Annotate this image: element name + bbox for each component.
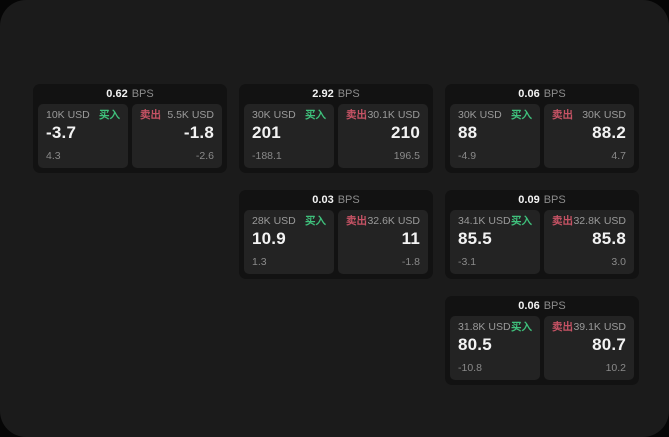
sell-price: 88.2 bbox=[592, 122, 626, 142]
quote-card-5: 0.09 BPS 34.1K USD 买入 85.5 -3.1 卖出 32.8K… bbox=[445, 190, 639, 279]
sell-side-label: 卖出 bbox=[346, 109, 367, 121]
buy-side-label: 买入 bbox=[511, 109, 532, 121]
buy-price: 80.5 bbox=[458, 334, 492, 354]
bps-value: 0.06 bbox=[518, 299, 540, 312]
sell-delta: 4.7 bbox=[611, 150, 626, 163]
sell-price: 80.7 bbox=[592, 334, 626, 354]
sell-quote-button[interactable]: 卖出 30K USD 88.2 4.7 bbox=[544, 104, 634, 168]
buy-side-label: 买入 bbox=[99, 109, 120, 121]
quote-card-6: 0.06 BPS 31.8K USD 买入 80.5 -10.8 卖出 39.1… bbox=[445, 296, 639, 385]
bps-unit-label: BPS bbox=[543, 87, 566, 100]
buy-delta: -10.8 bbox=[458, 362, 482, 375]
buy-side-label: 买入 bbox=[305, 109, 326, 121]
buy-amount: 10K USD bbox=[46, 109, 90, 121]
buy-quote-button[interactable]: 31.8K USD 买入 80.5 -10.8 bbox=[450, 316, 540, 380]
buy-quote-button[interactable]: 30K USD 买入 201 -188.1 bbox=[244, 104, 334, 168]
sell-amount: 32.8K USD bbox=[573, 215, 626, 227]
buy-price: 201 bbox=[252, 122, 281, 142]
sell-quote-button[interactable]: 卖出 5.5K USD -1.8 -2.6 bbox=[132, 104, 222, 168]
buy-side-label: 买入 bbox=[305, 215, 326, 227]
sell-quote-button[interactable]: 卖出 32.8K USD 85.8 3.0 bbox=[544, 210, 634, 274]
quote-card-2: 2.92 BPS 30K USD 买入 201 -188.1 卖出 30.1K … bbox=[239, 84, 433, 173]
bps-header: 0.03 BPS bbox=[244, 190, 428, 210]
bps-value: 2.92 bbox=[312, 87, 334, 100]
buy-delta: 1.3 bbox=[252, 256, 267, 269]
bps-header: 0.06 BPS bbox=[450, 296, 634, 316]
buy-amount: 30K USD bbox=[252, 109, 296, 121]
sell-quote-button[interactable]: 卖出 30.1K USD 210 196.5 bbox=[338, 104, 428, 168]
sell-side-label: 卖出 bbox=[552, 321, 573, 333]
sell-side-label: 卖出 bbox=[140, 109, 161, 121]
buy-amount: 30K USD bbox=[458, 109, 502, 121]
sell-quote-button[interactable]: 卖出 39.1K USD 80.7 10.2 bbox=[544, 316, 634, 380]
bps-header: 0.62 BPS bbox=[38, 84, 222, 104]
sell-delta: 10.2 bbox=[605, 362, 626, 375]
buy-delta: -188.1 bbox=[252, 150, 282, 163]
buy-quote-button[interactable]: 34.1K USD 买入 85.5 -3.1 bbox=[450, 210, 540, 274]
buy-amount: 28K USD bbox=[252, 215, 296, 227]
sell-side-label: 卖出 bbox=[552, 215, 573, 227]
bps-value: 0.09 bbox=[518, 193, 540, 206]
sell-delta: 196.5 bbox=[393, 150, 420, 163]
sell-amount: 32.6K USD bbox=[367, 215, 420, 227]
buy-quote-button[interactable]: 30K USD 买入 88 -4.9 bbox=[450, 104, 540, 168]
bps-unit-label: BPS bbox=[543, 299, 566, 312]
bps-unit-label: BPS bbox=[131, 87, 154, 100]
sell-side-label: 卖出 bbox=[552, 109, 573, 121]
sell-price: 85.8 bbox=[592, 228, 626, 248]
buy-price: 88 bbox=[458, 122, 478, 142]
buy-price: 10.9 bbox=[252, 228, 286, 248]
bps-unit-label: BPS bbox=[543, 193, 566, 206]
buy-amount: 31.8K USD bbox=[458, 321, 511, 333]
sell-amount: 39.1K USD bbox=[573, 321, 626, 333]
buy-quote-button[interactable]: 10K USD 买入 -3.7 4.3 bbox=[38, 104, 128, 168]
sell-side-label: 卖出 bbox=[346, 215, 367, 227]
sell-amount: 30K USD bbox=[582, 109, 626, 121]
quote-cards-grid: 0.62 BPS 10K USD 买入 -3.7 4.3 卖出 5.5K USD bbox=[33, 84, 639, 385]
buy-delta: -4.9 bbox=[458, 150, 477, 163]
sell-price: 11 bbox=[401, 228, 420, 248]
sell-amount: 30.1K USD bbox=[367, 109, 420, 121]
buy-quote-button[interactable]: 28K USD 买入 10.9 1.3 bbox=[244, 210, 334, 274]
sell-delta: -1.8 bbox=[401, 256, 420, 269]
bps-unit-label: BPS bbox=[337, 87, 360, 100]
sell-quote-button[interactable]: 卖出 32.6K USD 11 -1.8 bbox=[338, 210, 428, 274]
sell-price: -1.8 bbox=[183, 122, 214, 142]
buy-side-label: 买入 bbox=[511, 321, 532, 333]
bps-value: 0.06 bbox=[518, 87, 540, 100]
buy-side-label: 买入 bbox=[511, 215, 532, 227]
quote-card-3: 0.06 BPS 30K USD 买入 88 -4.9 卖出 30K USD bbox=[445, 84, 639, 173]
sell-delta: -2.6 bbox=[195, 150, 214, 163]
sell-delta: 3.0 bbox=[611, 256, 626, 269]
sell-price: 210 bbox=[391, 122, 420, 142]
sell-amount: 5.5K USD bbox=[167, 109, 214, 121]
bps-value: 0.03 bbox=[312, 193, 334, 206]
bps-header: 2.92 BPS bbox=[244, 84, 428, 104]
buy-price: -3.7 bbox=[46, 122, 77, 142]
buy-delta: 4.3 bbox=[46, 150, 61, 163]
bps-header: 0.09 BPS bbox=[450, 190, 634, 210]
bps-unit-label: BPS bbox=[337, 193, 360, 206]
buy-amount: 34.1K USD bbox=[458, 215, 511, 227]
bps-value: 0.62 bbox=[106, 87, 128, 100]
buy-price: 85.5 bbox=[458, 228, 492, 248]
quote-card-4: 0.03 BPS 28K USD 买入 10.9 1.3 卖出 32.6K US… bbox=[239, 190, 433, 279]
quote-card-1: 0.62 BPS 10K USD 买入 -3.7 4.3 卖出 5.5K USD bbox=[33, 84, 227, 173]
buy-delta: -3.1 bbox=[458, 256, 477, 269]
bps-header: 0.06 BPS bbox=[450, 84, 634, 104]
